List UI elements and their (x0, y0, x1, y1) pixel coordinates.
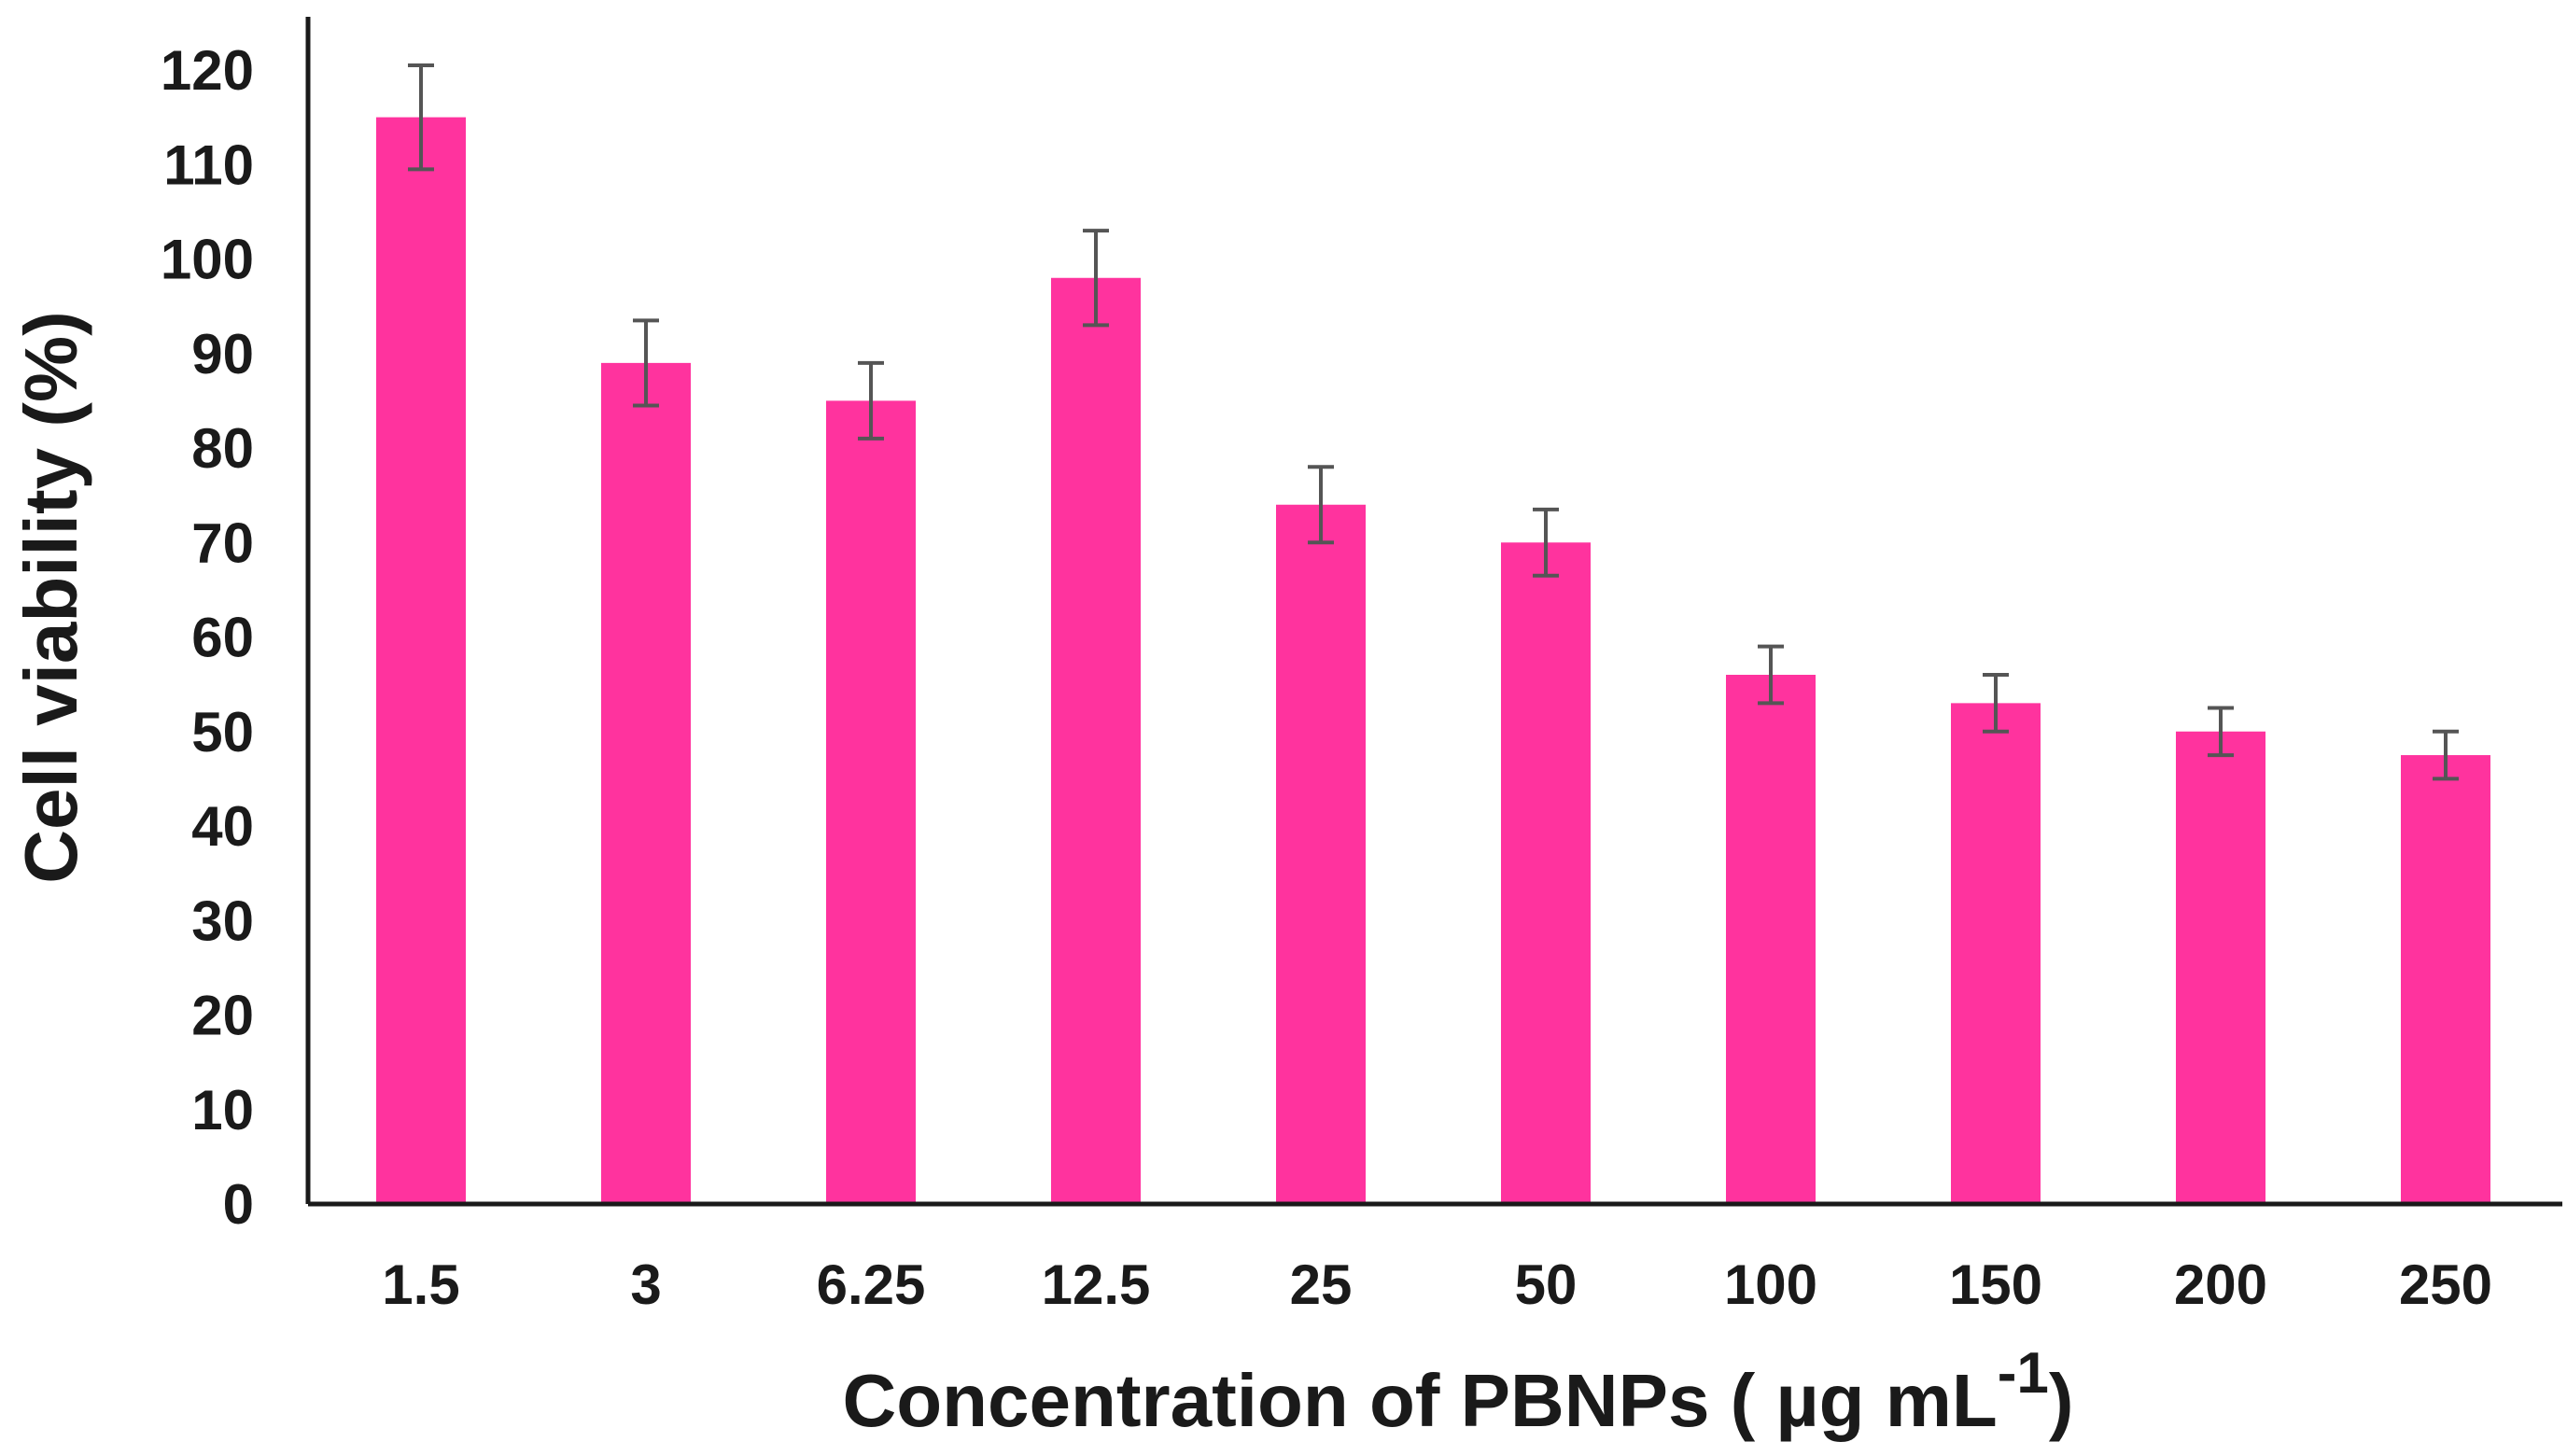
x-tick-label: 200 (2174, 1253, 2267, 1316)
error-bar (408, 63, 434, 172)
y-tick-label: 110 (163, 133, 254, 196)
y-tick-label: 50 (191, 701, 254, 763)
y-tick-label: 0 (223, 1173, 254, 1236)
x-axis-title-superscript: -1 (1998, 1341, 2049, 1406)
y-tick-label: 80 (191, 417, 254, 480)
x-tick-label: 250 (2399, 1253, 2492, 1316)
y-tick-label: 40 (191, 795, 254, 858)
y-tick-label: 60 (191, 607, 254, 669)
x-tick-label: 12.5 (1042, 1253, 1151, 1316)
x-axis-title: Concentration of PBNPs ( µg mL-1) (842, 1341, 2073, 1442)
bar (2176, 731, 2265, 1204)
bar (826, 400, 916, 1204)
bar (601, 362, 691, 1204)
x-axis-title-main: Concentration of PBNPs ( µg mL (842, 1359, 1997, 1442)
error-bar (1308, 465, 1334, 545)
y-tick-labels: 0 10 20 30 40 50 60 70 80 90 100 110 120 (161, 39, 254, 1236)
x-tick-label: 6.25 (817, 1253, 926, 1316)
y-tick-label: 10 (191, 1079, 254, 1141)
x-tick-label: 1.5 (382, 1253, 459, 1316)
y-tick-label: 120 (161, 39, 254, 102)
error-bar (1983, 673, 2009, 734)
x-tick-label: 25 (1290, 1253, 1353, 1316)
error-bar (2208, 706, 2234, 758)
error-bar (1758, 644, 1784, 706)
x-axis-title-closing: ) (2049, 1359, 2074, 1442)
error-bar (1083, 229, 1109, 328)
bar (1276, 504, 1366, 1204)
bar (1051, 277, 1141, 1204)
error-bars-layer (408, 63, 2459, 781)
x-tick-label: 100 (1724, 1253, 1817, 1316)
bar (376, 117, 466, 1204)
error-bar (633, 318, 659, 408)
y-tick-label: 90 (191, 323, 254, 385)
bar (1726, 675, 1816, 1204)
x-tick-label: 50 (1515, 1253, 1578, 1316)
axes-layer (305, 17, 2562, 1207)
bar (1501, 542, 1591, 1204)
bars-layer (376, 117, 2490, 1204)
y-tick-label: 100 (161, 229, 254, 291)
y-tick-label: 70 (191, 511, 254, 574)
error-bar (858, 360, 884, 441)
bar (1951, 703, 2041, 1204)
x-tick-labels: 1.5 3 6.25 12.5 25 50 100 150 200 250 (382, 1253, 2492, 1316)
x-tick-label: 150 (1949, 1253, 2042, 1316)
error-bar (1533, 507, 1559, 578)
y-axis-title: Cell viability (%) (9, 311, 92, 883)
y-tick-label: 20 (191, 985, 254, 1047)
bar (2401, 755, 2490, 1204)
error-bar (2433, 729, 2459, 781)
x-tick-label: 3 (630, 1253, 661, 1316)
y-tick-label: 30 (191, 889, 254, 952)
